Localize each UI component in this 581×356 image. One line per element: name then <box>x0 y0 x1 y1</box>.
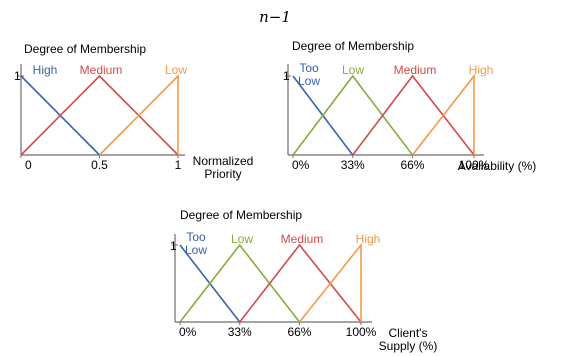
series-label-medium: Medium <box>80 63 123 77</box>
top-text: n−1 <box>259 8 291 26</box>
chart-3: 1 Degree of Membership 0% 33% 66% 100% Client'… <box>170 208 437 353</box>
x-tick-label: 100% <box>459 158 490 172</box>
chart-2: 1 Degree of Membership 0% 33% 66% 100%Availab… <box>283 39 536 173</box>
y-axis-label: Degree of Membership <box>24 42 146 56</box>
y-axis-label: Degree of Membership <box>180 208 302 222</box>
series-label-too-low: Too Low <box>298 61 320 88</box>
x-tick-label: 1 <box>175 158 182 172</box>
x-tick-label: 100% <box>346 325 377 339</box>
x-tick-label: 33% <box>228 325 252 339</box>
series-label-high: High <box>356 232 381 246</box>
x-tick-label: 0.5 <box>91 158 108 172</box>
series-label-low: Low <box>342 63 364 77</box>
x-tick-label: 66% <box>287 325 311 339</box>
series-label-medium: Medium <box>394 63 437 77</box>
series-line-medium <box>352 74 475 156</box>
x-axis-label: Availability (%) <box>458 159 536 173</box>
series-line-high <box>298 242 362 323</box>
series-line-low <box>179 243 301 323</box>
series-label-medium: Medium <box>281 232 324 246</box>
x-tick-label: 0% <box>179 325 197 339</box>
series-line-low <box>98 74 179 156</box>
x-tick-label: 0 <box>25 158 32 172</box>
x-axis-label: Normalized Priority <box>193 154 254 181</box>
series-line-medium <box>239 243 362 323</box>
series-label-high: High <box>469 63 494 77</box>
y-tick-label: 1 <box>14 69 21 83</box>
x-axis-label: Client's Supply (%) <box>379 326 438 353</box>
y-tick-label: 1 <box>170 239 177 253</box>
series-line-medium <box>20 74 179 156</box>
series-line-high <box>411 73 475 156</box>
series-label-high: High <box>33 63 58 77</box>
y-axis-label: Degree of Membership <box>292 39 414 53</box>
series-label-low: Low <box>231 232 253 246</box>
series-label-too-low: Too Low <box>185 230 207 257</box>
y-tick-label: 1 <box>283 69 290 83</box>
series-label-low: Low <box>165 63 187 77</box>
x-tick-label: 0% <box>292 158 310 172</box>
x-tick-label: 66% <box>400 158 424 172</box>
x-tick-label: 33% <box>341 158 365 172</box>
series-line-low <box>292 74 414 156</box>
